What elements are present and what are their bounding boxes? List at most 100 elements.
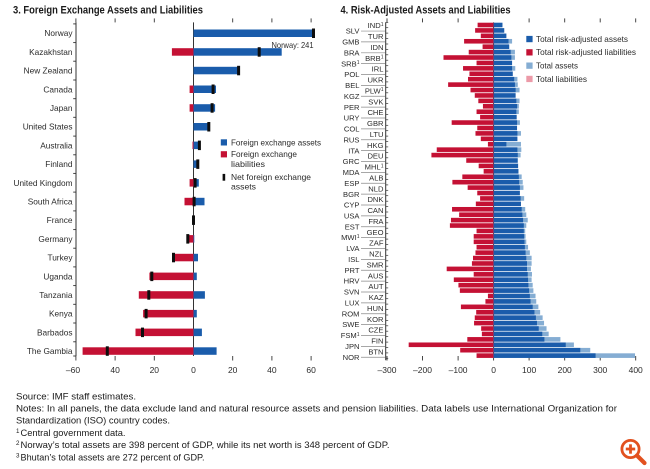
svg-text:ZAF: ZAF (369, 239, 384, 248)
svg-text:0: 0 (491, 365, 496, 375)
svg-text:Total assets: Total assets (536, 61, 578, 71)
svg-text:Japan: Japan (50, 103, 73, 113)
svg-text:HRV: HRV (344, 277, 361, 286)
svg-text:Turkey: Turkey (47, 253, 73, 263)
svg-text:SMR: SMR (367, 260, 384, 269)
svg-text:Net foreign exchange: Net foreign exchange (231, 172, 311, 182)
svg-text:FIN: FIN (371, 337, 383, 346)
svg-text:AUT: AUT (368, 282, 384, 291)
svg-text:GMB: GMB (342, 38, 359, 47)
svg-text:Total liabilities: Total liabilities (536, 74, 587, 84)
svg-text:CZE: CZE (368, 326, 383, 335)
svg-text:KGZ: KGZ (344, 92, 360, 101)
svg-text:–300: –300 (378, 365, 397, 375)
svg-text:IRL: IRL (372, 65, 384, 74)
svg-text:KAZ: KAZ (369, 293, 384, 302)
svg-text:PRT: PRT (344, 266, 359, 275)
svg-text:ITA: ITA (348, 146, 360, 155)
svg-text:–200: –200 (413, 365, 432, 375)
svg-text:TUR: TUR (368, 32, 384, 41)
svg-text:Germany: Germany (38, 234, 73, 244)
svg-text:Foreign exchange assets: Foreign exchange assets (231, 137, 321, 147)
svg-text:Barbados: Barbados (37, 327, 73, 337)
svg-text:Uganda: Uganda (43, 271, 72, 281)
svg-text:Tanzania: Tanzania (39, 290, 73, 300)
svg-text:NZL: NZL (369, 250, 383, 259)
svg-text:FSM1: FSM1 (341, 331, 360, 340)
svg-text:20: 20 (228, 365, 238, 375)
svg-text:Central government data.: Central government data. (21, 428, 126, 438)
svg-text:KOR: KOR (367, 315, 384, 324)
svg-text:–100: –100 (449, 365, 468, 375)
svg-text:100: 100 (522, 365, 536, 375)
svg-text:SWE: SWE (342, 320, 359, 329)
svg-text:DEU: DEU (367, 152, 383, 161)
svg-text:Foreign exchange: Foreign exchange (231, 149, 297, 159)
svg-text:LUX: LUX (345, 298, 360, 307)
svg-text:ALB: ALB (369, 173, 383, 182)
svg-text:DNK: DNK (367, 195, 383, 204)
svg-text:Kazakhstan: Kazakhstan (29, 47, 73, 57)
svg-text:4. Risk-Adjusted Assets and Li: 4. Risk-Adjusted Assets and Liabilities (341, 5, 511, 17)
svg-text:300: 300 (593, 365, 607, 375)
svg-text:HUN: HUN (367, 304, 383, 313)
svg-text:USA: USA (344, 212, 361, 221)
svg-text:New Zealand: New Zealand (24, 66, 73, 76)
svg-text:0: 0 (191, 365, 196, 375)
svg-text:IND1: IND1 (368, 21, 384, 30)
svg-text:liabilities: liabilities (231, 159, 265, 169)
svg-text:GEO: GEO (367, 228, 384, 237)
svg-text:UKR: UKR (367, 76, 384, 85)
svg-text:60: 60 (306, 365, 316, 375)
svg-text:400: 400 (629, 365, 643, 375)
svg-text:Source: IMF staff estimates.: Source: IMF staff estimates. (16, 391, 136, 401)
svg-text:LTU: LTU (370, 130, 384, 139)
svg-text:3. Foreign Exchange Assets and: 3. Foreign Exchange Assets and Liabiliti… (13, 5, 203, 17)
svg-text:United States: United States (23, 122, 73, 132)
svg-text:ESP: ESP (344, 179, 359, 188)
svg-text:MDA: MDA (343, 168, 361, 177)
svg-text:ROM: ROM (342, 309, 360, 318)
svg-text:NOR: NOR (343, 353, 360, 362)
svg-text:Kenya: Kenya (49, 309, 73, 319)
svg-text:France: France (47, 215, 73, 225)
svg-text:Australia: Australia (40, 140, 73, 150)
svg-text:BRA: BRA (344, 48, 361, 57)
svg-text:EST: EST (345, 222, 360, 231)
svg-text:–60: –60 (66, 365, 80, 375)
svg-text:CYP: CYP (344, 201, 360, 210)
svg-text:BGR: BGR (343, 190, 360, 199)
svg-text:MWI1: MWI1 (341, 233, 360, 242)
svg-text:NLD: NLD (368, 184, 384, 193)
svg-text:PLW1: PLW1 (365, 86, 384, 95)
svg-text:LVA: LVA (346, 244, 360, 253)
svg-text:South Africa: South Africa (28, 197, 73, 207)
svg-text:assets: assets (231, 181, 256, 191)
svg-text:CAN: CAN (367, 206, 383, 215)
svg-text:SLV: SLV (346, 27, 361, 36)
svg-text:Norway: Norway (44, 28, 73, 38)
svg-text:Canada: Canada (43, 84, 72, 94)
svg-text:RUS: RUS (343, 135, 359, 144)
svg-text:URY: URY (344, 114, 360, 123)
svg-text:Total risk-adjusted liabilitie: Total risk-adjusted liabilities (536, 47, 636, 57)
svg-text:SRB1: SRB1 (341, 59, 360, 68)
svg-text:BEL: BEL (345, 81, 359, 90)
svg-text:40: 40 (110, 365, 120, 375)
svg-text:ISL: ISL (348, 255, 359, 264)
svg-text:Bhutan’s total assets are 272: Bhutan’s total assets are 272 percent of… (21, 452, 205, 462)
svg-text:Norway’s total assets are 398: Norway’s total assets are 398 percent of… (21, 440, 390, 450)
svg-text:SVN: SVN (344, 288, 360, 297)
svg-text:1: 1 (16, 428, 20, 435)
svg-text:IDN: IDN (370, 43, 383, 52)
svg-text:Finland: Finland (45, 159, 73, 169)
svg-text:FRA: FRA (368, 217, 384, 226)
svg-text:20: 20 (150, 365, 160, 375)
svg-text:POL: POL (344, 70, 359, 79)
svg-text:COL: COL (344, 125, 360, 134)
svg-text:Notes: In all panels, the data: Notes: In all panels, the data exclude l… (16, 404, 617, 414)
svg-text:40: 40 (267, 365, 277, 375)
svg-text:PER: PER (344, 103, 360, 112)
svg-text:United Kingdom: United Kingdom (13, 178, 72, 188)
svg-text:GRC: GRC (343, 157, 360, 166)
